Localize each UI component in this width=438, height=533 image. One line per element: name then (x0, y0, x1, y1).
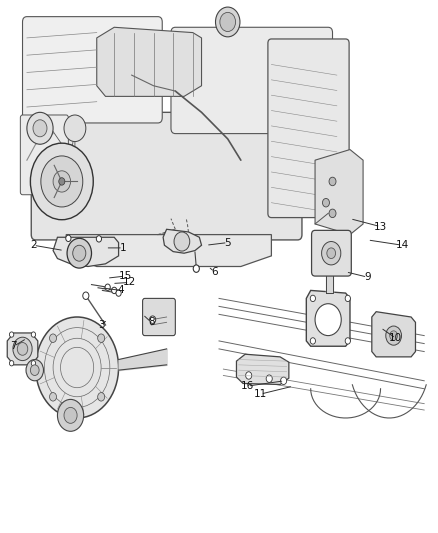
Polygon shape (163, 229, 201, 253)
Circle shape (49, 334, 57, 342)
Polygon shape (97, 27, 201, 96)
Polygon shape (306, 290, 350, 346)
Text: 6: 6 (211, 267, 218, 277)
Circle shape (17, 343, 28, 356)
Circle shape (193, 265, 199, 272)
Circle shape (315, 304, 341, 336)
Circle shape (49, 393, 57, 401)
Circle shape (246, 372, 252, 379)
Text: 12: 12 (123, 278, 136, 287)
Circle shape (30, 143, 93, 220)
Circle shape (83, 292, 89, 300)
Circle shape (27, 112, 53, 144)
Circle shape (64, 115, 86, 142)
Text: 3: 3 (98, 320, 104, 330)
Text: 13: 13 (374, 222, 387, 232)
Polygon shape (237, 354, 289, 384)
Polygon shape (315, 150, 363, 235)
Text: 2: 2 (30, 240, 37, 250)
Circle shape (73, 245, 86, 261)
Circle shape (150, 316, 155, 324)
Circle shape (321, 241, 341, 265)
FancyBboxPatch shape (20, 115, 68, 195)
Circle shape (31, 332, 35, 337)
Text: 8: 8 (148, 317, 155, 327)
Circle shape (10, 332, 14, 337)
Circle shape (345, 295, 350, 302)
Circle shape (35, 317, 119, 418)
Circle shape (96, 236, 102, 242)
Circle shape (57, 399, 84, 431)
Circle shape (53, 171, 71, 192)
Text: 14: 14 (396, 240, 409, 250)
Text: 1: 1 (120, 243, 126, 253)
Polygon shape (53, 237, 119, 266)
Polygon shape (326, 266, 332, 293)
Circle shape (116, 290, 121, 296)
Polygon shape (66, 235, 272, 266)
Circle shape (66, 235, 71, 241)
Circle shape (386, 326, 402, 345)
Circle shape (64, 407, 77, 423)
Text: 16: 16 (241, 381, 254, 391)
Text: 9: 9 (364, 272, 371, 282)
Circle shape (105, 284, 110, 290)
Circle shape (310, 338, 315, 344)
Circle shape (33, 120, 47, 137)
Circle shape (390, 331, 398, 341)
Circle shape (345, 338, 350, 344)
Circle shape (112, 287, 117, 294)
Text: 7: 7 (11, 341, 17, 351)
FancyBboxPatch shape (31, 112, 302, 240)
Polygon shape (372, 312, 416, 357)
Text: 10: 10 (389, 333, 403, 343)
Circle shape (98, 393, 105, 401)
Circle shape (215, 7, 240, 37)
FancyBboxPatch shape (268, 39, 349, 217)
Circle shape (327, 248, 336, 259)
Text: 15: 15 (119, 271, 132, 281)
Circle shape (220, 12, 236, 31)
Circle shape (98, 334, 105, 342)
Circle shape (310, 295, 315, 302)
Circle shape (67, 238, 92, 268)
FancyBboxPatch shape (171, 27, 332, 134)
Circle shape (174, 232, 190, 251)
Text: 5: 5 (224, 238, 231, 247)
Circle shape (322, 198, 329, 207)
Circle shape (59, 177, 65, 185)
Circle shape (13, 337, 32, 361)
Circle shape (266, 375, 272, 382)
Circle shape (281, 377, 287, 384)
Circle shape (30, 365, 39, 375)
Polygon shape (7, 333, 38, 365)
Text: 4: 4 (117, 286, 124, 295)
FancyBboxPatch shape (311, 230, 351, 276)
FancyBboxPatch shape (22, 17, 162, 123)
Circle shape (31, 361, 35, 366)
Circle shape (329, 177, 336, 185)
Circle shape (26, 360, 43, 381)
FancyBboxPatch shape (143, 298, 175, 336)
Circle shape (10, 361, 14, 366)
Text: 11: 11 (254, 389, 267, 399)
Circle shape (329, 209, 336, 217)
Circle shape (41, 156, 83, 207)
